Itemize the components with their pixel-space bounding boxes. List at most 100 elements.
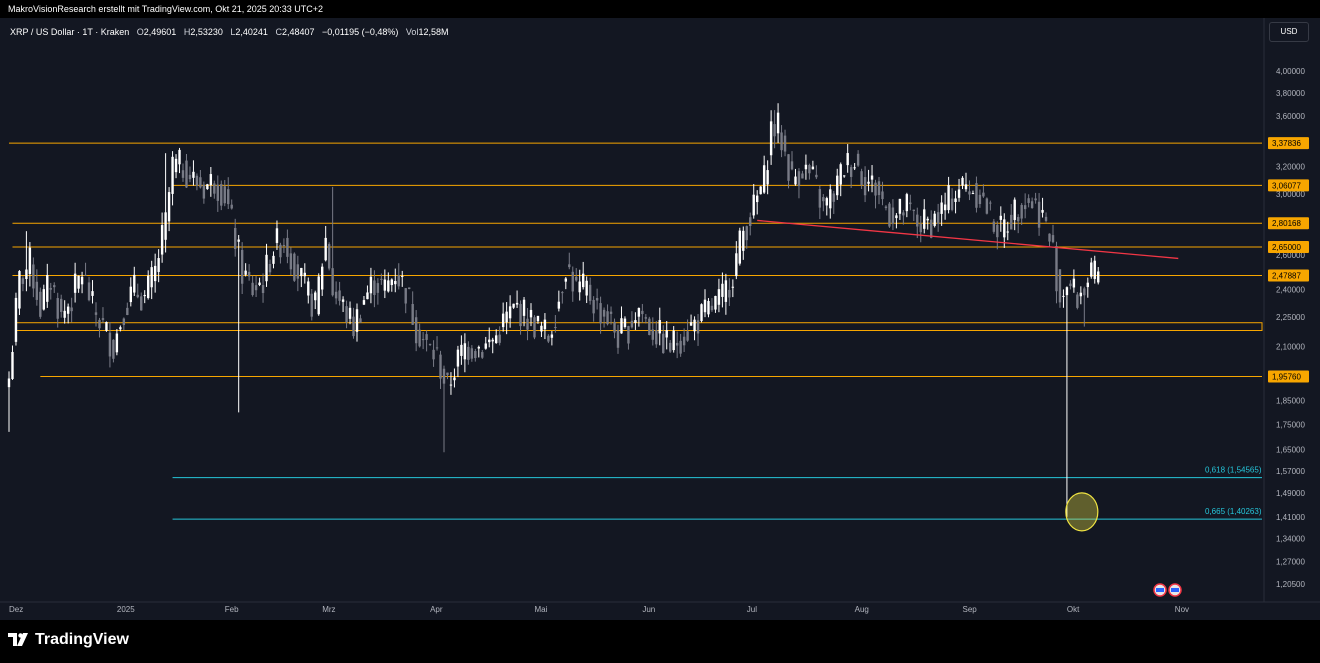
candle-body [258, 282, 261, 286]
candle-body [749, 217, 752, 227]
candle-body [1023, 205, 1027, 210]
legend-high-value: 2,53230 [190, 27, 223, 37]
footer-bar [0, 620, 1320, 663]
candle-body [404, 288, 407, 304]
price-tick-label: 1,49000 [1276, 489, 1305, 498]
tradingview-logo-icon [8, 633, 28, 646]
candle-body [895, 215, 898, 219]
candle-body [227, 189, 230, 205]
candle-body [905, 194, 909, 212]
candle-body [220, 184, 223, 206]
candle-body [181, 170, 185, 178]
candle-body [822, 197, 825, 202]
currency-button[interactable]: USD [1269, 22, 1309, 42]
candle-body [1010, 214, 1013, 230]
candle-body [1013, 199, 1016, 221]
candle-body [366, 292, 369, 300]
candle-body [836, 175, 839, 196]
candle-body [940, 202, 943, 214]
candle-body [498, 334, 501, 343]
candle-body [769, 121, 773, 156]
candle-body [641, 310, 644, 315]
candle-body [557, 301, 561, 309]
candle-body [439, 354, 442, 379]
candle-body [126, 307, 129, 316]
price-level-tag-label: 2,80168 [1272, 219, 1301, 228]
legend-low-value: 2,40241 [235, 27, 268, 37]
tradingview-brand[interactable]: TradingView [35, 631, 129, 648]
candle-body [164, 212, 167, 240]
candle-body [912, 209, 915, 211]
trendline[interactable] [757, 219, 1179, 260]
price-tick-label: 1,75000 [1276, 420, 1305, 429]
price-level-tag-label: 3,37836 [1272, 139, 1301, 148]
candle-body [491, 339, 494, 342]
price-level-tag [1268, 137, 1309, 150]
candle-body [449, 384, 453, 386]
candle-body [954, 198, 957, 203]
candle-body [505, 311, 508, 323]
candle-body [787, 154, 790, 181]
candle-body [790, 161, 794, 170]
legend-low-label: L [230, 27, 236, 37]
candle-body [672, 330, 675, 351]
candle-body [167, 192, 171, 222]
candle-body [254, 285, 258, 291]
candle-body [432, 349, 435, 360]
candle-body [35, 281, 39, 300]
candle-body [268, 264, 272, 273]
time-tick-label: Jul [747, 605, 757, 614]
candle-body [717, 289, 721, 305]
candle-body [919, 224, 922, 233]
candle-body [296, 264, 300, 279]
candle-body [780, 132, 783, 151]
candle-body [53, 285, 56, 288]
price-chart[interactable]: 4,00000 3,80000 3,60000 3,20000 3,00000 2,600… [0, 18, 1320, 620]
candle-body [752, 194, 755, 216]
candle-body [314, 292, 317, 301]
time-tick-label: Dez [9, 605, 23, 614]
candle-body [188, 174, 192, 180]
candle-body [1090, 262, 1093, 277]
candle-body [888, 203, 891, 227]
candle-body [936, 212, 940, 224]
candle-body [696, 320, 700, 334]
candle-body [223, 186, 226, 204]
candle-body [1058, 269, 1062, 303]
price-tick-label: 1,65000 [1276, 446, 1305, 455]
candle-body [348, 307, 352, 319]
candle-body [289, 253, 293, 270]
legend-symbol[interactable]: XRP / US Dollar · 1T · Kraken [10, 27, 130, 37]
candle-body [442, 368, 446, 384]
candle-body [1086, 282, 1089, 288]
candle-body [18, 271, 21, 309]
candle-body [63, 310, 66, 318]
candle-body [829, 189, 832, 209]
candle-body [140, 296, 143, 311]
candle-body [108, 332, 112, 357]
candle-body [1006, 231, 1009, 233]
candle-body [543, 319, 547, 330]
candle-body [157, 258, 160, 272]
candle-body [244, 270, 247, 275]
candle-body [195, 175, 199, 186]
candle-body [501, 313, 505, 328]
candle-body [321, 266, 324, 290]
candle-body [989, 202, 992, 204]
candle-body [1030, 201, 1034, 209]
candle-body [856, 153, 860, 166]
candle-body [240, 249, 244, 284]
candle-body [1020, 204, 1023, 219]
candle-body [1076, 294, 1079, 308]
candle-body [933, 213, 936, 226]
candle-body [508, 306, 512, 319]
candle-body [599, 303, 602, 324]
highlight-circle[interactable] [1065, 492, 1099, 532]
candle-body [414, 317, 418, 344]
candle-body [1093, 260, 1096, 279]
candle-body [700, 304, 703, 322]
candle-body [202, 184, 206, 199]
candle-body [380, 278, 383, 280]
candle-body [853, 167, 856, 169]
candle-body [1083, 288, 1086, 296]
